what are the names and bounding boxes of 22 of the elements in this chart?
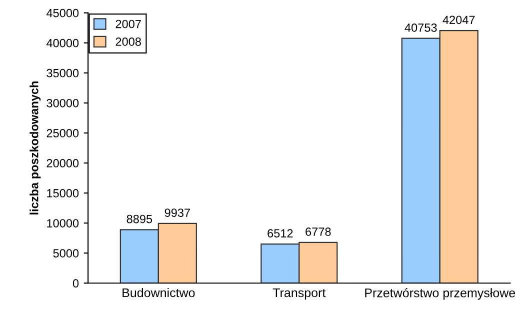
- y-tick-label: 20000: [46, 159, 79, 168]
- data-label: 6778: [306, 228, 331, 236]
- y-tick-label: 30000: [46, 98, 79, 108]
- y-tick-label: 25000: [46, 129, 79, 138]
- data-label: 8895: [126, 214, 152, 224]
- x-tick-label: Budownictwo: [122, 288, 195, 298]
- y-tick-label: 35000: [46, 68, 79, 78]
- data-label: 42047: [442, 16, 475, 24]
- data-label: 6512: [268, 229, 293, 238]
- y-tick-label: 10000: [47, 219, 79, 228]
- data-label: 9937: [164, 208, 190, 217]
- y-tick-label: 40000: [46, 38, 79, 48]
- data-label: 40753: [404, 23, 437, 32]
- y-tick-label: 5000: [53, 249, 79, 258]
- y-tick-label: 45000: [46, 8, 79, 18]
- x-tick-label: Transport: [272, 288, 326, 300]
- x-tick-label: Przetwórstwo przemysłowe: [365, 288, 516, 300]
- y-tick-label: 0: [72, 279, 79, 288]
- legend-label: 2007: [116, 20, 141, 28]
- y-tick-label: 15000: [47, 189, 79, 198]
- legend-label: 2008: [116, 38, 141, 46]
- y-axis-title: liczba poszkodowanych: [30, 81, 41, 214]
